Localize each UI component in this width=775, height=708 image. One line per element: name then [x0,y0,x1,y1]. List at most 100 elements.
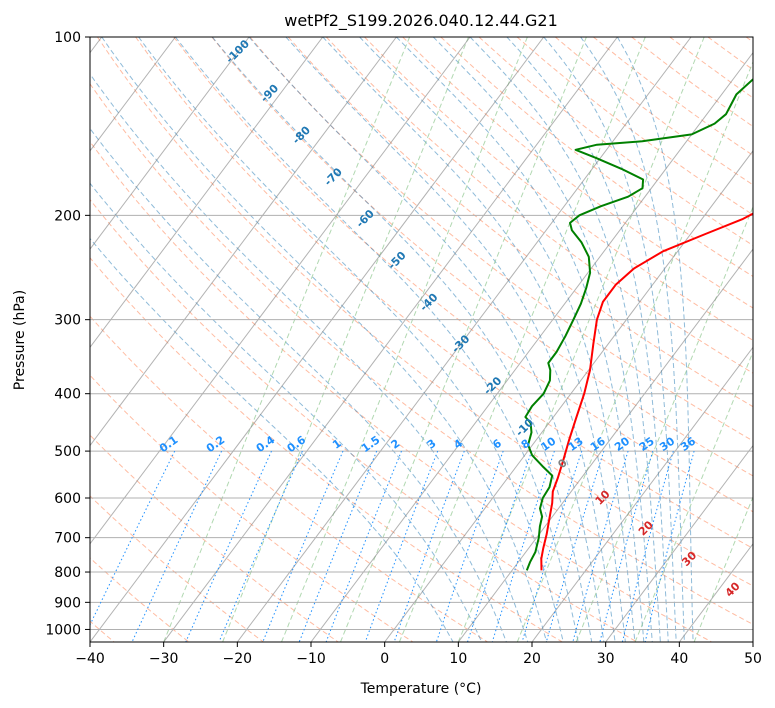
isotherm-line [163,37,618,642]
mixing-ratio-line [491,450,555,642]
mixing-ratio-label: 1.5 [359,433,382,455]
moist-adiabat-label: -10 [513,416,536,439]
moist-adiabat-label: -60 [354,207,377,230]
dry-adiabat-line [90,198,638,642]
moist-adiabat-line [138,37,564,642]
x-axis-label: Temperature (°C) [360,681,482,697]
moisture-line [163,37,411,642]
chart-title: wetPf2_S199.2026.040.12.44.G21 [284,11,558,31]
moist-adiabat-line [432,37,653,642]
x-tick-label: 10 [449,651,467,667]
y-tick-label: 500 [54,444,81,460]
isotherm-line [90,37,250,250]
y-axis-label: Pressure (hPa) [12,290,28,390]
x-tick-label: −30 [149,651,179,667]
mixing-ratio-label: 0.4 [254,433,278,455]
y-tick-label: 700 [54,531,81,547]
y-tick-label: 800 [54,565,81,581]
moist-adiabat-label: -80 [290,123,313,146]
moist-adiabat-label: 30 [679,549,699,569]
dry-adiabat-line [402,37,753,309]
isotherm-line [236,37,692,642]
moisture-line [457,37,705,642]
dry-adiabat-line [90,83,753,625]
moist-adiabat-label: 10 [593,487,613,507]
moist-adiabat-line [359,37,636,642]
x-tick-label: −10 [296,651,326,667]
y-tick-label: 300 [54,313,81,329]
moist-adiabat-line [285,37,616,642]
mixing-ratio-line [364,450,439,642]
moist-adiabat-label: -30 [449,332,472,355]
mixing-ratio-line [467,450,533,642]
moist-adiabat-line [90,73,529,642]
mixing-ratio-line [435,450,504,642]
moisture-line [398,37,646,642]
moist-adiabat-label: -70 [322,165,345,188]
mixing-ratio-line [545,450,605,642]
dry-adiabat-line [90,257,563,642]
moist-adiabat-label: 40 [723,579,743,599]
x-tick-label: 50 [744,651,762,667]
dry-adiabat-line [707,37,753,71]
moist-adiabat-line [90,127,507,642]
dry-adiabat-line [287,37,753,408]
x-tick-label: −40 [75,651,105,667]
isotherm-line [752,641,753,642]
axis-ticks: −40 −30 −20 −10 0 10 20 30 40 5010020030040050060… [45,30,762,667]
y-tick-label: 1000 [45,622,81,638]
moist-adiabat-line [322,37,626,642]
y-tick-label: 600 [54,491,81,507]
mixing-ratio-label: 6 [490,437,504,452]
dry-adiabat-line [96,37,753,587]
isotherm-line [90,37,176,152]
dry-adiabat-line [90,495,264,642]
mixing-ratio-line [621,450,674,642]
moist-adiabat-line [616,37,694,642]
moist-adiabat-line [90,237,454,642]
moisture-line [281,37,528,642]
dry-adiabat-line [745,37,753,43]
dry-adiabat-line [90,557,190,642]
mixing-ratio-line [599,450,654,642]
x-tick-label: 0 [380,651,389,667]
dry-adiabat-line [516,37,753,216]
moist-adiabat-label: -100 [223,37,252,66]
isotherm-line [531,346,753,642]
isotherm-line [90,37,545,642]
mixing-ratio-line [393,450,465,642]
moist-adiabat-line [580,37,685,642]
moist-adiabat-line [469,37,661,642]
background-lines [90,37,753,642]
moist-adiabat-line [396,37,645,642]
dewpoint-line [524,78,753,571]
dry-adiabat-line [90,434,339,642]
profile-lines [524,78,753,571]
dry-adiabat-line [364,37,753,341]
isotherm-line [90,37,397,447]
moist-adiabat-line [506,37,669,642]
mixing-ratio-line [131,450,223,642]
mixing-ratio-line [262,450,344,642]
isotherm-line [310,51,753,642]
isotherm-line [457,248,753,642]
mixing-ratio-label: 0.2 [204,433,227,455]
mixing-ratio-label: 2 [389,437,403,452]
moist-adiabat-line [211,37,593,642]
isotherm-line [90,37,471,545]
mixing-ratio-line [572,450,629,642]
isotherm-line [90,37,324,349]
x-tick-label: 20 [523,651,541,667]
dry-adiabat-line [173,37,753,513]
dry-adiabat-line [554,37,753,186]
moisture-line [516,60,753,642]
moist-adiabat-label: -90 [258,82,281,105]
dry-adiabat-line [90,140,712,642]
line-labels: 0.1 0.2 0.4 0.6 1 1.5 2 3 4 6 8 10 13 16 20 25 30 36-100-… [157,37,743,600]
moist-adiabat-line [90,182,483,642]
temperature-line [540,212,753,571]
moisture-line [575,205,753,642]
isotherm-line [384,150,753,642]
isotherm-line [605,444,753,642]
